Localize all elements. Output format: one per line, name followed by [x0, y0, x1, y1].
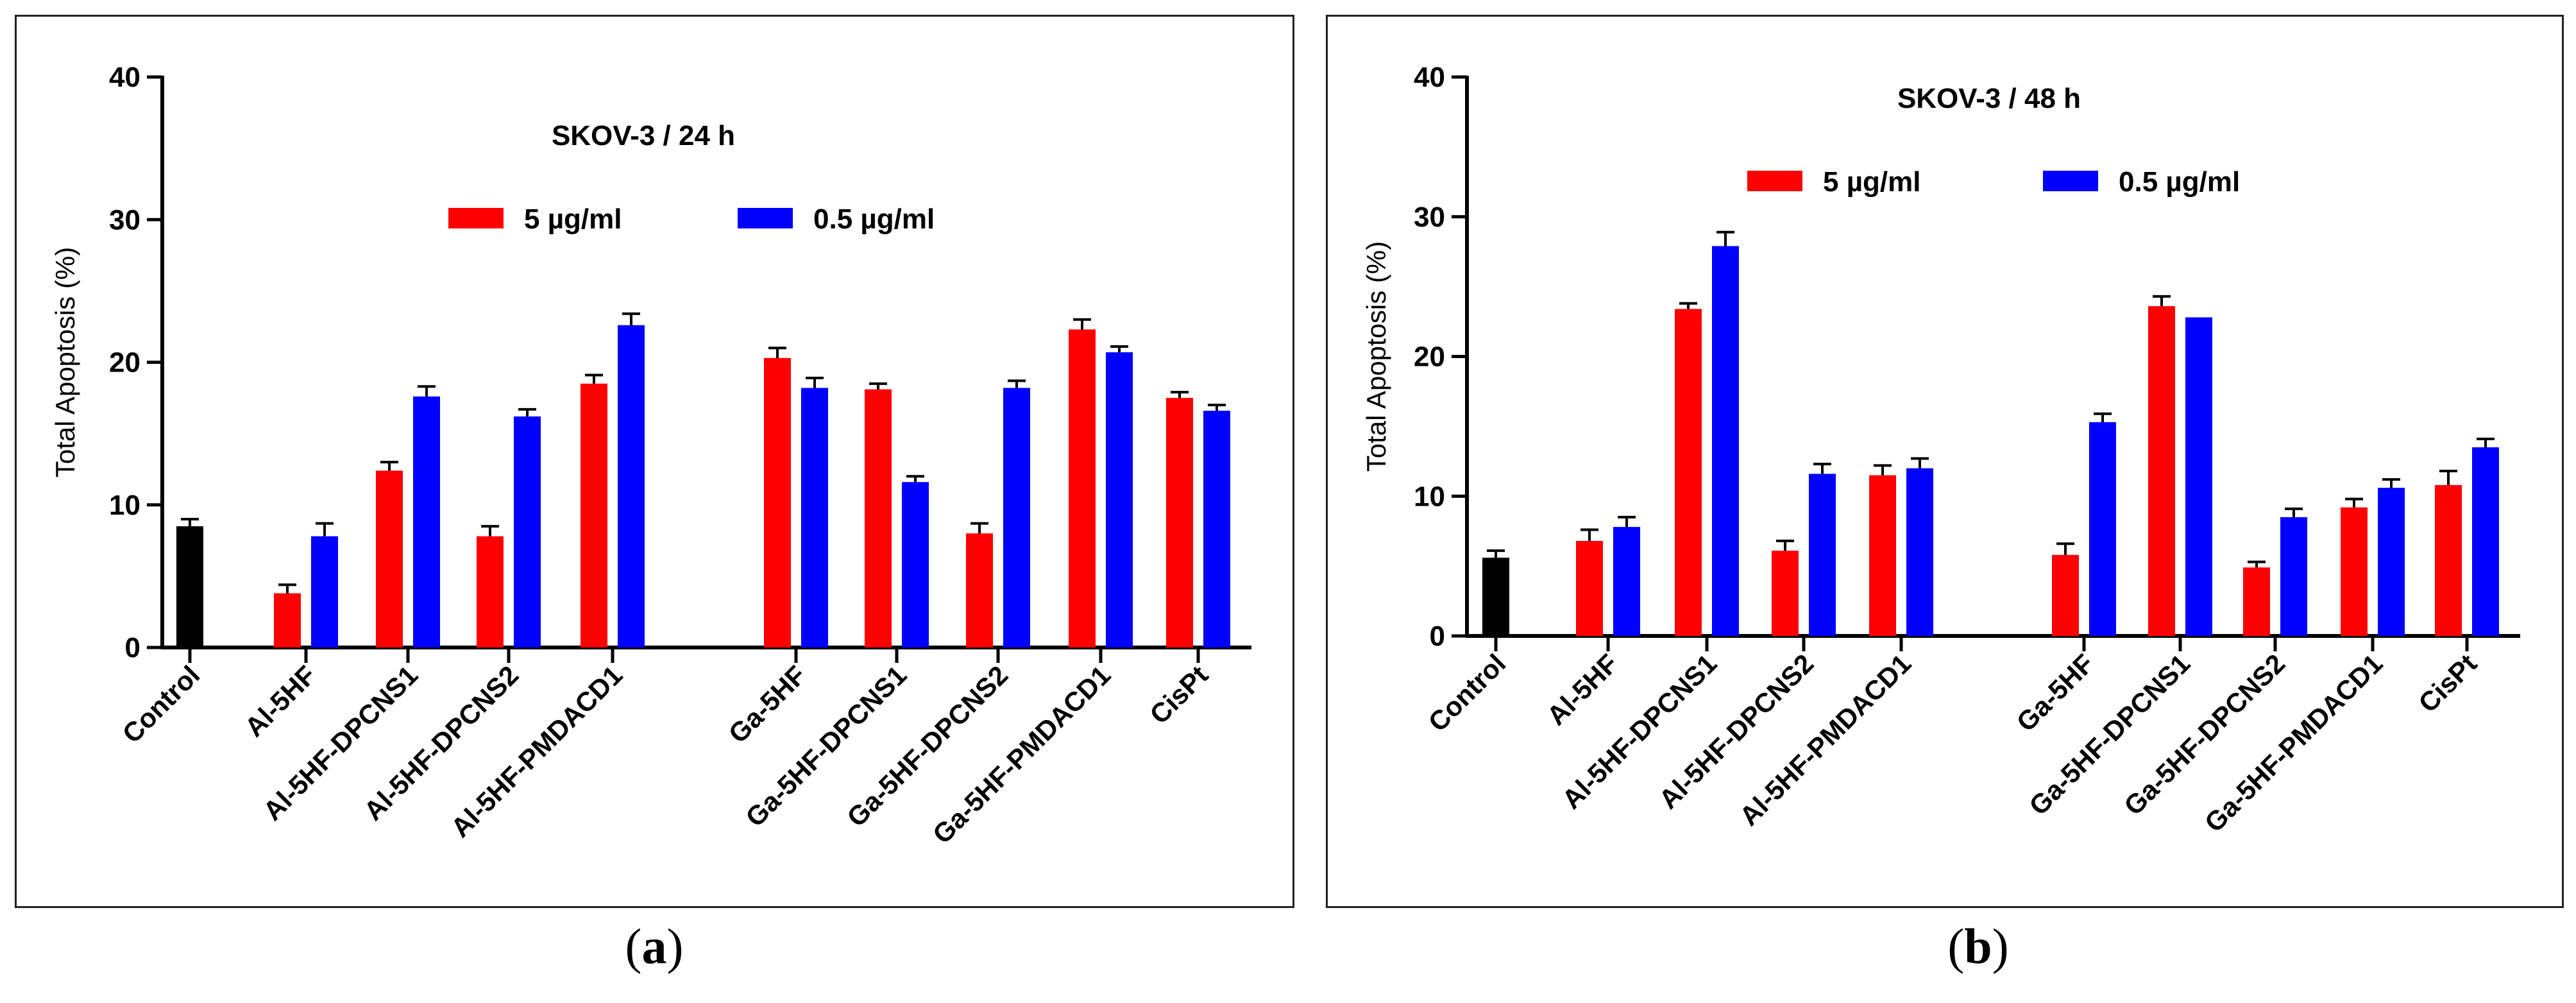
bar-high-dose: [2341, 507, 2368, 636]
chart-title: SKOV-3 / 48 h: [1897, 83, 2081, 114]
bar-high-dose: [477, 536, 504, 647]
x-tick-label: Ga-5HF-PMDACD1: [927, 660, 1117, 850]
y-tick-label: 10: [109, 490, 140, 521]
bar-low-dose: [801, 388, 828, 647]
x-tick-label: Al-5HF: [1541, 648, 1623, 731]
bar-high-dose: [865, 389, 892, 647]
bar-low-dose: [618, 325, 645, 647]
bar-high-dose: [1869, 475, 1896, 636]
x-tick-label: Al-5HF-PMDACD1: [1734, 648, 1917, 832]
y-tick-label: 30: [109, 204, 140, 236]
caption-a: (a): [625, 918, 684, 974]
x-tick-label: Ga-5HF: [2011, 648, 2100, 737]
x-tick-label: Ga-5HF-DPCNS1: [2023, 648, 2196, 821]
x-tick-label: Ga-5HF: [723, 660, 812, 749]
chart-panel-b: 0 10 20 30 40 Total Apoptosis (%) SKOV-3 / 48 …: [1326, 15, 2564, 908]
y-tick-label: 0: [1430, 621, 1445, 652]
x-tick-label: Al-5HF-PMDACD1: [445, 660, 629, 843]
x-tick-label: Control: [1423, 648, 1512, 737]
bar-high-dose: [376, 470, 403, 647]
x-tick-label: Al-5HF: [239, 660, 321, 742]
bar-low-dose: [2378, 488, 2405, 636]
legend-label: 5 µg/ml: [1823, 166, 1921, 198]
bar-low-dose: [1906, 468, 1933, 636]
y-tick-label: 20: [109, 347, 140, 379]
bar-low-dose: [1106, 352, 1133, 647]
x-tick-label: Ga-5HF-PMDACD1: [2199, 648, 2389, 838]
legend-swatch: [448, 208, 504, 228]
bar-low-dose: [1613, 527, 1640, 636]
bar-high-dose: [2243, 567, 2270, 636]
caption-b: (b): [1947, 918, 2009, 974]
legend-swatch: [738, 208, 793, 228]
bar-control: [176, 526, 203, 647]
bar-low-dose: [2089, 422, 2116, 636]
y-axis-label: Total Apoptosis (%): [50, 247, 80, 478]
bar-high-dose: [1576, 540, 1603, 636]
chart-b-svg: 0 10 20 30 40 Total Apoptosis (%) SKOV-3 / 48 …: [1361, 62, 2520, 838]
bar-high-dose: [274, 593, 301, 647]
chart-title: SKOV-3 / 24 h: [552, 120, 735, 151]
x-tick-label: CisPt: [2412, 648, 2482, 718]
y-tick-label: 0: [125, 632, 140, 664]
bar-high-dose: [1166, 398, 1193, 647]
bar-low-dose: [2472, 447, 2499, 636]
y-tick-label: 40: [1414, 62, 1445, 93]
bar-low-dose: [2185, 317, 2212, 636]
bar-high-dose: [1675, 309, 1702, 636]
y-tick-label: 40: [109, 62, 140, 93]
bar-low-dose: [1203, 411, 1230, 647]
bar-high-dose: [1772, 551, 1799, 636]
y-axis-label: Total Apoptosis (%): [1361, 241, 1391, 472]
y-tick-label: 20: [1414, 341, 1445, 373]
y-tick-label: 30: [1414, 201, 1445, 233]
caption-a-letter: a: [641, 918, 667, 974]
bar-low-dose: [514, 416, 541, 647]
legend-label: 0.5 µg/ml: [2119, 166, 2240, 198]
x-tick-label: CisPt: [1144, 660, 1214, 730]
bar-high-dose: [2148, 306, 2175, 636]
legend-label: 0.5 µg/ml: [813, 203, 935, 235]
bar-high-dose: [2435, 484, 2462, 636]
x-tick-label: Control: [117, 660, 206, 749]
legend-swatch: [1747, 171, 1802, 191]
x-tick-label: Ga-5HF-DPCNS2: [2118, 648, 2291, 821]
bar-low-dose: [1712, 246, 1739, 636]
chart-panel-a: 0 10 20 30 40 Total Apoptosis (%) SKOV-3 / 24 …: [15, 15, 1294, 908]
bar-low-dose: [902, 482, 929, 647]
bar-high-dose: [2052, 554, 2079, 636]
bar-low-dose: [1003, 388, 1030, 647]
y-tick-label: 10: [1414, 481, 1445, 512]
chart-a-svg: 0 10 20 30 40 Total Apoptosis (%) SKOV-3 / 24 …: [50, 62, 1251, 850]
caption-b-letter: b: [1964, 918, 1992, 974]
bar-high-dose: [966, 533, 993, 647]
bar-low-dose: [2280, 517, 2307, 636]
bar-high-dose: [1069, 329, 1096, 647]
bar-high-dose: [580, 383, 607, 647]
legend-label: 5 µg/ml: [524, 203, 622, 235]
bar-low-dose: [311, 536, 338, 647]
bar-low-dose: [1809, 474, 1836, 636]
bar-low-dose: [413, 396, 440, 647]
bar-high-dose: [764, 357, 791, 647]
legend-swatch: [2043, 171, 2098, 191]
bar-control: [1482, 558, 1509, 636]
